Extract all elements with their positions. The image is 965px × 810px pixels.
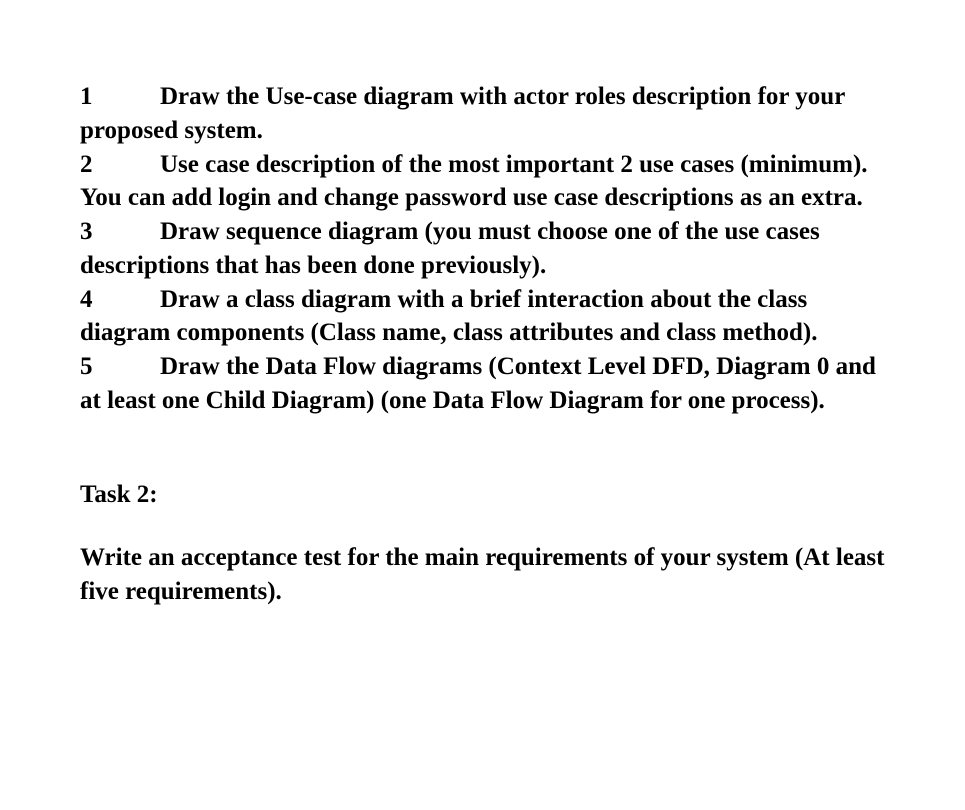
item-text: Draw a class diagram with a brief intera…: [80, 286, 818, 347]
item-number: 3: [80, 215, 160, 249]
item-text: Draw the Data Flow diagrams (Context Lev…: [80, 353, 876, 414]
task-heading: Task 2:: [80, 478, 890, 512]
list-item: 4Draw a class diagram with a brief inter…: [80, 283, 890, 351]
document-content: 1Draw the Use-case diagram with actor ro…: [80, 80, 890, 609]
item-number: 5: [80, 350, 160, 384]
task-summary: Write an acceptance test for the main re…: [80, 541, 890, 609]
list-item: 3Draw sequence diagram (you must choose …: [80, 215, 890, 283]
list-item: 1Draw the Use-case diagram with actor ro…: [80, 80, 890, 148]
list-item: 5Draw the Data Flow diagrams (Context Le…: [80, 350, 890, 418]
item-text: Draw the Use-case diagram with actor rol…: [80, 83, 845, 144]
item-text: Use case description of the most importa…: [80, 151, 868, 212]
item-number: 4: [80, 283, 160, 317]
item-number: 1: [80, 80, 160, 114]
list-item: 2Use case description of the most import…: [80, 148, 890, 216]
item-text: Draw sequence diagram (you must choose o…: [80, 218, 820, 279]
item-number: 2: [80, 148, 160, 182]
